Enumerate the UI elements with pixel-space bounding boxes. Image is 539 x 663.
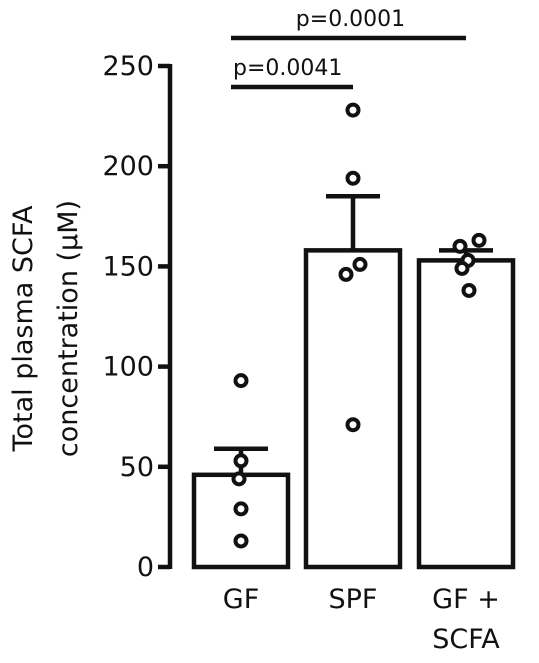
data-point [461, 282, 477, 298]
data-point [345, 417, 361, 433]
data-point [338, 266, 354, 282]
data-point [454, 260, 470, 276]
significance-group: p=0.0041 p=0.0001 [231, 7, 466, 90]
y-tick-label: 200 [102, 151, 154, 182]
data-point [233, 533, 249, 549]
x-axis-labels: GF SPF GF + SCFA [223, 584, 501, 655]
data-point [452, 238, 468, 254]
y-tick-label: 100 [102, 352, 154, 383]
data-point [233, 501, 249, 517]
y-axis-label-line: concentration (µM) [53, 200, 84, 457]
y-axis-label-line: Total plasma SCFA [8, 205, 39, 452]
x-tick-label: GF [223, 584, 259, 615]
y-tick-label: 0 [137, 552, 154, 583]
data-point [471, 232, 487, 248]
bar [191, 472, 291, 570]
x-tick-label: GF + [432, 584, 500, 615]
y-axis: 0 50 100 150 200 250 [102, 51, 173, 583]
significance-label: p=0.0041 [233, 56, 342, 81]
bars-group [191, 248, 516, 570]
data-point [233, 373, 249, 389]
data-point [233, 453, 249, 469]
y-tick-label: 250 [102, 51, 154, 82]
y-tick-label: 150 [102, 251, 154, 282]
data-point [345, 102, 361, 118]
bar [416, 258, 516, 570]
x-tick-label: SCFA [432, 624, 500, 655]
data-point [352, 256, 368, 272]
x-tick-label: SPF [329, 584, 378, 615]
y-tick-label: 50 [120, 452, 154, 483]
data-point [345, 170, 361, 186]
significance-label: p=0.0001 [296, 7, 405, 32]
bar [303, 248, 403, 570]
y-axis-label: Total plasma SCFA concentration (µM) [8, 200, 84, 457]
data-point [231, 471, 247, 487]
data-points-group [231, 102, 487, 549]
